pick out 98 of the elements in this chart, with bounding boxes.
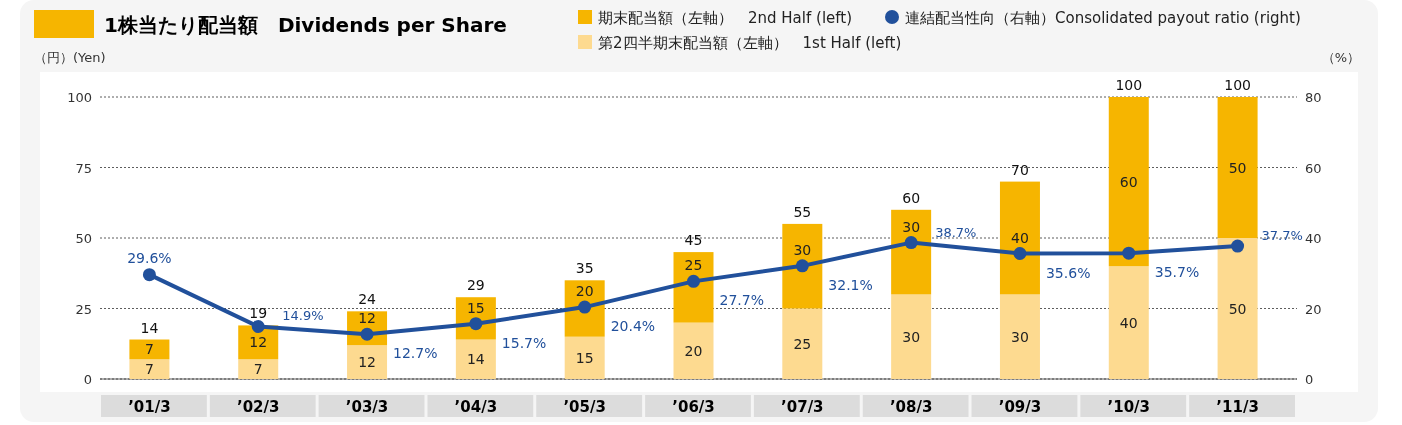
bar	[673, 322, 714, 379]
x-tick-label: ’04/3	[454, 398, 498, 416]
bar	[1217, 97, 1258, 238]
total-label: 35	[575, 260, 594, 277]
data-label: 30	[902, 328, 921, 345]
y2-tick-label: 0	[1305, 372, 1314, 387]
data-label: 30	[1011, 328, 1029, 345]
bar	[891, 294, 932, 379]
y-tick-label: 100	[67, 90, 92, 105]
legend-label: 期末配当額（左軸） 2nd Half (left)	[598, 9, 853, 27]
point	[795, 259, 809, 273]
y2-axis-title: （%）	[1321, 50, 1360, 65]
total-label: 55	[793, 203, 812, 220]
total-label: 29	[466, 277, 485, 294]
bar	[455, 339, 496, 379]
data-label: 50	[1228, 159, 1247, 176]
y-tick-label: 25	[75, 301, 92, 317]
chart-title: 1株当たり配当額 Dividends per Share	[104, 13, 507, 37]
data-label: 20	[684, 342, 703, 359]
x-tick-label: ’05/3	[563, 398, 606, 416]
bar	[238, 359, 279, 379]
data-label: 14.9%	[282, 308, 324, 324]
point	[142, 268, 156, 282]
data-label: 12	[358, 354, 376, 371]
bar	[891, 209, 932, 295]
data-label: 35.6%	[1045, 264, 1091, 281]
y2-tick-label: 60	[1305, 160, 1322, 176]
y-tick-label: 75	[75, 160, 92, 176]
x-tick-label: ’07/3	[781, 398, 824, 416]
bar	[129, 339, 170, 360]
bar	[564, 336, 605, 379]
data-label: 40	[1119, 314, 1138, 331]
y2-tick-label: 40	[1305, 231, 1322, 246]
data-label: 29.6%	[127, 249, 172, 266]
data-label: 12	[249, 334, 268, 351]
data-label: 20.4%	[610, 318, 656, 335]
bar	[347, 345, 388, 379]
bar	[129, 359, 170, 379]
total-label: 24	[358, 291, 377, 308]
bar	[1217, 238, 1258, 379]
total-label: 100	[1115, 77, 1143, 93]
data-label: 12.7%	[393, 345, 438, 362]
x-tick-label: ’02/3	[236, 398, 280, 416]
data-label: 15	[575, 349, 594, 366]
data-label: 50	[1228, 300, 1247, 317]
data-label: 40	[1011, 229, 1029, 246]
total-label: 19	[249, 305, 268, 322]
bar	[782, 308, 823, 379]
bar	[999, 294, 1040, 379]
bar	[1108, 97, 1149, 267]
data-label: 38.7%	[935, 224, 977, 240]
point	[687, 274, 700, 288]
x-tick-label: ’10/3	[1107, 398, 1151, 416]
data-label: 15.7%	[501, 334, 547, 351]
data-label: 32.1%	[828, 276, 873, 293]
data-label: 12	[358, 310, 376, 327]
data-label: 20	[575, 283, 594, 300]
x-tick-label: ’01/3	[128, 398, 171, 416]
legend-label: 連結配当性向（右軸）Consolidated payout ratio (right)	[905, 9, 1301, 27]
point	[904, 236, 918, 250]
point	[578, 300, 592, 314]
data-label: 7	[144, 341, 154, 358]
point	[251, 319, 265, 333]
y-tick-label: 50	[75, 231, 92, 246]
total-label: 100	[1224, 77, 1251, 93]
x-tick-label: ’06/3	[672, 398, 715, 416]
y-tick-label: 0	[83, 372, 92, 387]
data-label: 30	[902, 218, 921, 235]
bar	[1108, 266, 1149, 379]
total-label: 70	[1011, 161, 1029, 178]
data-label: 60	[1119, 173, 1138, 190]
data-label: 25	[684, 257, 703, 274]
data-label: 35.7%	[1154, 264, 1200, 281]
x-tick-label: ’03/3	[345, 398, 389, 416]
x-tick-label: ’09/3	[998, 398, 1042, 416]
data-label: 15	[466, 299, 485, 316]
x-tick-label: ’08/3	[889, 398, 933, 416]
total-label: 14	[140, 319, 159, 336]
legend-label: 第2四半期末配当額（左軸） 1st Half (left)	[598, 34, 902, 52]
data-label: 7	[253, 361, 263, 378]
point	[1231, 239, 1245, 253]
data-label: 7	[144, 361, 154, 378]
data-label: 27.7%	[719, 292, 764, 309]
data-label: 14	[466, 351, 485, 368]
y-axis-title: （円）(Yen)	[34, 50, 106, 65]
y2-tick-label: 80	[1305, 90, 1322, 105]
data-label: 30	[793, 241, 812, 258]
total-label: 45	[684, 232, 703, 249]
point	[1013, 247, 1027, 261]
bar	[782, 223, 823, 309]
bar	[999, 181, 1040, 295]
data-label: 37.7%	[1261, 228, 1303, 244]
y2-tick-label: 20	[1305, 301, 1322, 317]
bar	[673, 252, 714, 323]
data-label: 25	[793, 335, 812, 352]
total-label: 60	[902, 189, 921, 206]
x-tick-label: ’11/3	[1216, 398, 1259, 416]
point	[1122, 246, 1136, 260]
